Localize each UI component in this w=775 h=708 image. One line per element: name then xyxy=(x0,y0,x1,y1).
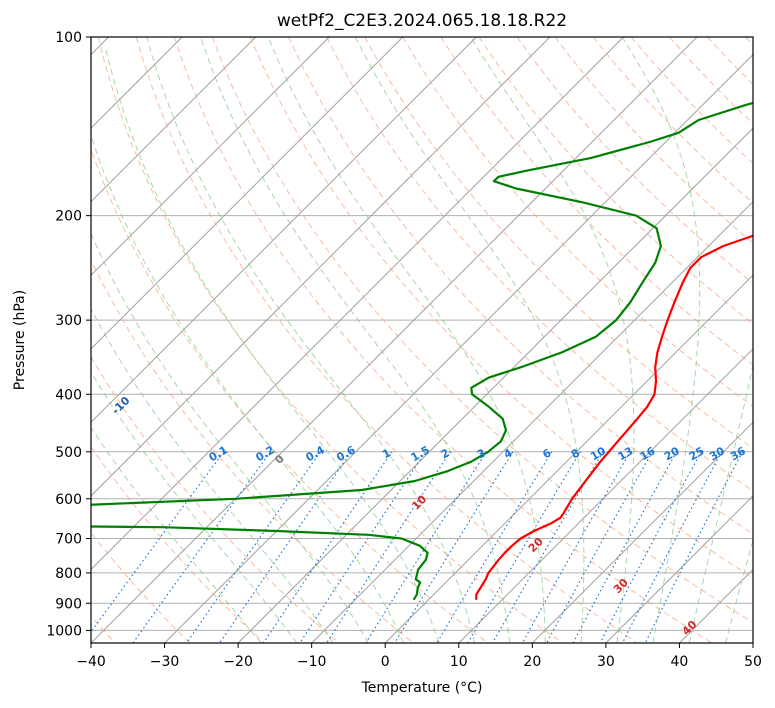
y-tick-label: 100 xyxy=(55,30,82,46)
dry-adiabat-line xyxy=(91,445,265,643)
isotherm-line xyxy=(91,37,624,571)
moist-adiabat-line xyxy=(688,362,753,643)
moist-adiabat-line xyxy=(105,49,440,643)
profile-series xyxy=(91,101,753,601)
x-axis-label: Temperature (°C) xyxy=(361,680,483,696)
y-tick-label: 800 xyxy=(55,566,82,582)
mixing-ratio-line xyxy=(299,451,426,643)
moist-adiabat-line xyxy=(200,37,511,643)
isotherm-line xyxy=(237,127,753,643)
moist-adiabat-line xyxy=(91,371,298,643)
y-tick-label: 700 xyxy=(55,532,82,548)
y-axis-label: Pressure (hPa) xyxy=(12,290,28,390)
x-tick-label: −30 xyxy=(150,654,180,670)
plot-background xyxy=(91,37,753,643)
isotherm-line xyxy=(384,274,753,643)
x-tick-label: 30 xyxy=(597,654,615,670)
moist-adiabat-line xyxy=(621,37,701,643)
dry-adiabat-line xyxy=(440,37,753,366)
mixing-ratio-line xyxy=(546,451,653,643)
mixing-ratio-line xyxy=(644,451,743,643)
dewpoint-profile-line xyxy=(91,101,753,601)
y-tick-label: 500 xyxy=(55,445,82,461)
dry-adiabat-line xyxy=(91,355,340,643)
chart-title: wetPf2_C2E3.2024.065.18.18.R22 xyxy=(277,11,567,31)
dry-adiabat-line xyxy=(135,37,638,643)
axes: −40 −30 −20 −10 0 10 20 30 40 50 100 200 300 400 500 60… xyxy=(46,30,762,670)
y-tick-label: 1000 xyxy=(46,623,82,639)
mixing-ratio-line xyxy=(572,451,678,643)
x-tick-label: −20 xyxy=(223,654,253,670)
mixing-ratio-line xyxy=(599,451,702,643)
y-tick-label: 200 xyxy=(55,209,82,225)
isotherm-line xyxy=(531,421,753,643)
temperature-profile-line xyxy=(475,234,753,600)
isotherm-line xyxy=(91,37,257,203)
background-lines xyxy=(91,37,753,643)
dry-adiabat-line xyxy=(91,148,489,643)
x-tick-label: 10 xyxy=(450,654,468,670)
isotherm-line xyxy=(91,37,404,350)
mixing-ratio-line xyxy=(91,451,225,633)
x-tick-label: 40 xyxy=(671,654,689,670)
moist-adiabat-line xyxy=(470,37,635,643)
dry-adiabat-line xyxy=(211,37,753,624)
moist-adiabat-line xyxy=(267,37,546,643)
moist-adiabat-line xyxy=(91,232,369,643)
mixing-ratio-line xyxy=(622,451,723,643)
mixing-ratio-line xyxy=(219,451,352,643)
dry-adiabat-line xyxy=(173,37,713,643)
mixing-ratio-line xyxy=(262,451,393,643)
mixing-ratio-line xyxy=(365,451,487,643)
mixing-ratio-line xyxy=(492,451,604,643)
isotherm-line xyxy=(91,37,477,424)
x-tick-label: −40 xyxy=(76,654,106,670)
dry-adiabat-line xyxy=(249,37,753,579)
x-tick-label: 20 xyxy=(523,654,541,670)
mixing-ratio-line xyxy=(521,451,631,643)
dry-adiabat-line xyxy=(326,37,753,492)
y-tick-label: 300 xyxy=(55,313,82,329)
moist-adiabat-line xyxy=(725,538,753,643)
dry-adiabat-line xyxy=(91,258,414,643)
y-tick-label: 900 xyxy=(55,596,82,612)
isotherm-line xyxy=(458,348,753,643)
dry-adiabat-line xyxy=(478,37,753,325)
mixing-ratio-line xyxy=(436,451,553,643)
moist-adiabat-line xyxy=(146,37,475,643)
isotherm-line xyxy=(164,53,753,643)
x-tick-label: 50 xyxy=(744,654,762,670)
moist-adiabat-line xyxy=(91,307,334,643)
y-tick-label: 600 xyxy=(55,492,82,508)
moist-adiabat-line xyxy=(91,133,405,643)
mixing-ratio-line xyxy=(467,451,581,643)
isotherm-line xyxy=(752,642,753,643)
plot-frame xyxy=(90,36,754,644)
y-tick-label: 400 xyxy=(55,387,82,403)
x-tick-label: −10 xyxy=(297,654,327,670)
isotherm-line xyxy=(91,37,551,497)
x-tick-label: 0 xyxy=(381,654,390,670)
isotherm-line xyxy=(91,37,698,643)
isotherm-line xyxy=(91,37,330,276)
isotherm-line xyxy=(605,495,753,643)
dry-adiabat-line xyxy=(288,37,753,535)
